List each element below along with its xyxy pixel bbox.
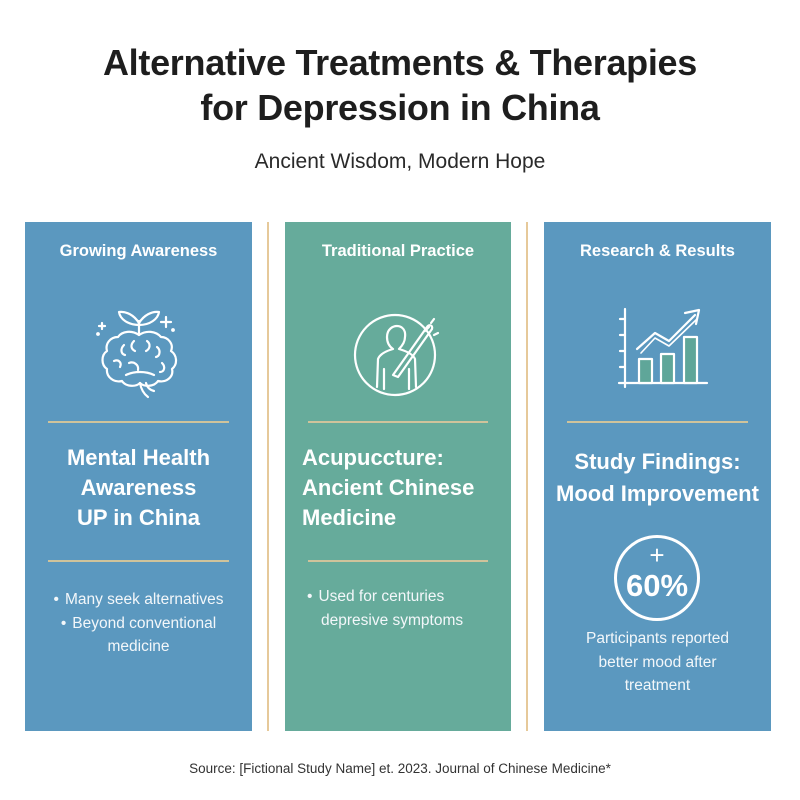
heading-line: Study Findings: [574,449,741,474]
heading-line: Awareness [80,475,197,500]
column-divider [526,222,528,731]
column-divider [267,222,269,731]
card-heading: Study Findings: Mood Improvement [544,446,771,510]
heading-line: Mood Improvement [556,481,759,506]
caption-line: treatment [624,677,691,694]
title-line-2: for Depression in China [200,87,600,128]
card-header: Growing Awareness [59,242,218,260]
source-citation: Source: [Fictional Study Name] et. 2023.… [189,761,611,776]
bullet-continuation: medicine [107,638,170,655]
divider-rule [48,560,229,562]
divider-rule [48,421,229,423]
bullet-dot-icon: • [60,614,67,632]
page-subtitle: Ancient Wisdom, Modern Hope [254,150,546,173]
divider-rule [567,421,748,423]
page-title: Alternative Treatments & Therapies for D… [0,40,800,130]
bullet-text: Beyond conventional [72,614,217,632]
growth-chart-icon [603,297,713,407]
brain-sprout-icon [84,297,194,407]
stat-value: 60% [625,568,689,603]
card-heading: Acupuccture: Ancient Chinese Medicine [285,443,511,533]
card-growing-awareness: Growing Awareness [25,222,252,731]
bullet-item: • Beyond conventional [25,612,252,636]
stat-caption: Participants reported better mood after … [544,627,771,698]
heading-line: Acupuccture: [302,445,444,470]
acupuncture-needle-icon [343,297,453,407]
bullet-dot-icon: • [307,588,313,605]
bullet-item: • Used for centuries [307,585,511,609]
divider-rule [308,421,488,423]
bullet-text: Many seek alternatives [64,591,224,608]
divider-rule [308,560,488,562]
heading-line: Medicine [302,505,397,530]
card-traditional-practice: Traditional Practice Acupuccture: Ancien… [285,222,511,731]
bullet-list: • Used for centuries depresive symptoms [285,585,511,632]
card-heading: Mental Health Awareness UP in China [25,443,252,533]
title-line-1: Alternative Treatments & Therapies [102,42,697,83]
heading-line: Ancient Chinese [302,475,475,500]
caption-line: better mood after [598,653,717,671]
heading-line: UP in China [76,505,201,530]
heading-line: Mental Health [66,445,211,470]
bullet-continuation: depresive symptoms [321,611,464,629]
card-header: Traditional Practice [321,242,475,260]
bullet-text: Used for centuries [318,588,445,605]
bullet-list: • Many seek alternatives • Beyond conventi… [25,588,252,659]
plus-icon: + [649,540,665,570]
card-header: Research & Results [580,242,735,260]
bullet-dot-icon: • [53,591,59,608]
card-research-results: Research & Results Study Findings: Mood … [544,222,771,731]
stat-badge: + 60% [614,535,700,621]
bullet-item: • Many seek alternatives [25,588,252,612]
caption-line: Participants reported [585,630,730,647]
